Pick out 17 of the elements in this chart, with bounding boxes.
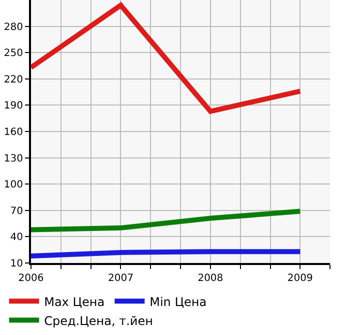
x-tick-label: 2008	[198, 273, 224, 284]
legend-label: Min Цена	[150, 294, 207, 309]
y-tick-label: 70	[10, 206, 23, 217]
y-tick-label: 280	[4, 22, 23, 33]
y-tick-label: 100	[4, 180, 23, 191]
legend-label: Max Цена	[44, 294, 105, 309]
y-tick-label: 220	[4, 74, 23, 86]
y-tick-label: 130	[4, 153, 23, 164]
legend-label: Сред.Цена, т.йен	[44, 314, 153, 328]
x-tick-label: 2007	[108, 273, 134, 284]
x-tick-label: 2006	[18, 273, 44, 284]
y-tick-label: 250	[4, 48, 23, 60]
y-tick-label: 10	[10, 258, 23, 270]
y-tick-label: 160	[4, 127, 23, 138]
x-tick-label: 2009	[287, 273, 313, 284]
y-tick-label: 40	[10, 232, 23, 244]
y-tick-label: 190	[4, 100, 23, 112]
